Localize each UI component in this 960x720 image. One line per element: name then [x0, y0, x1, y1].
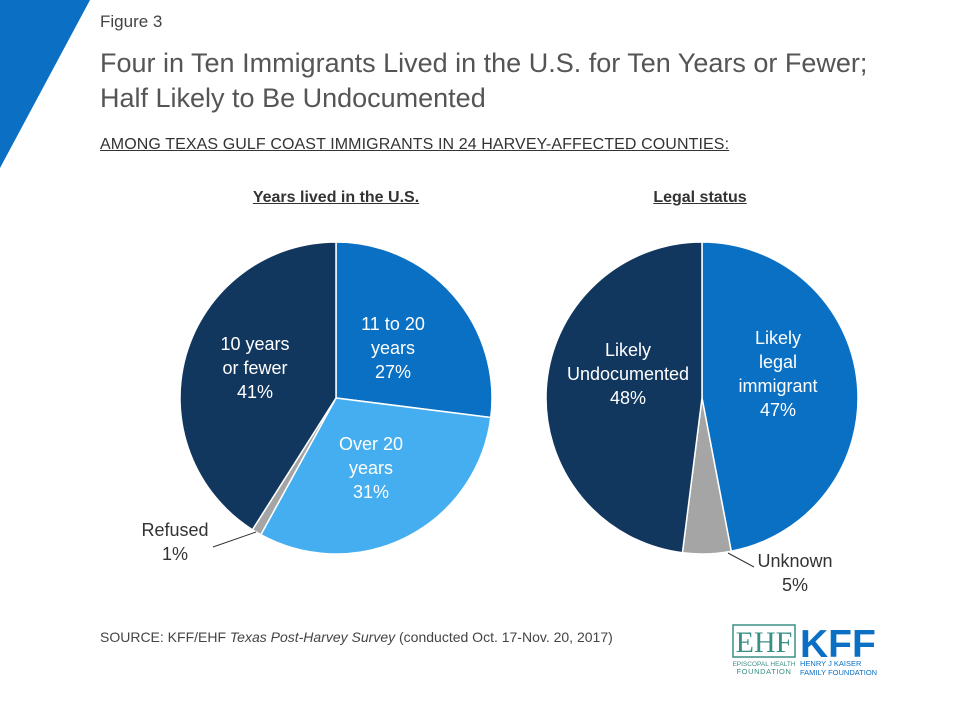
slice-11-to-20-years-label-line: 27%	[375, 362, 411, 382]
slice-over-20-years-label: Over 20 years 31%	[339, 434, 403, 502]
slice-likely-undocumented-label-line: Undocumented	[567, 364, 689, 384]
slice-11-to-20-years-label: 11 to 20 years 27%	[361, 314, 425, 382]
slice-over-20-years-label-line: years	[349, 458, 393, 478]
slice-11-to-20-years-label-line: years	[371, 338, 415, 358]
slice-10-years-or-fewer-label-line: 10 years	[220, 334, 289, 354]
source-note: SOURCE: KFF/EHF Texas Post-Harvey Survey…	[100, 629, 613, 645]
source-prefix: SOURCE: KFF/EHF	[100, 629, 230, 645]
slice-11-to-20-years	[335, 241, 493, 419]
slice-11-to-20-years-label-line: 11 to 20	[361, 314, 425, 334]
ehf-logo-line2: FOUNDATION	[736, 667, 791, 676]
kff-logo-letters: KFF	[800, 623, 876, 666]
source-survey-name: Texas Post-Harvey Survey	[229, 629, 396, 645]
slice-refused-label-line: 1%	[162, 544, 188, 564]
slice-likely-legal-immigrant-label-line: 47%	[760, 400, 796, 420]
slice-refused-label-line: Refused	[141, 520, 208, 540]
slice-unknown-label: Unknown 5%	[757, 551, 832, 595]
slice-likely-legal-immigrant-label-line: immigrant	[738, 376, 817, 396]
slice-likely-legal-immigrant-label-line: legal	[759, 352, 797, 372]
slice-over-20-years-label-line: 31%	[353, 482, 389, 502]
ehf-logo: EHF EPISCOPAL HEALTH FOUNDATION	[732, 624, 796, 676]
slice-unknown-label-line: Unknown	[757, 551, 832, 571]
slice-refused-leader-line	[212, 531, 257, 548]
ehf-logo-letters: EHF	[736, 626, 793, 659]
slice-over-20-years-label-line: Over 20	[339, 434, 403, 454]
slice-10-years-or-fewer-label-line: or fewer	[222, 358, 287, 378]
corner-accent-shape	[0, 0, 90, 168]
slice-likely-undocumented-label-line: Likely	[605, 340, 651, 360]
slice-likely-undocumented-label: Likely Undocumented 48%	[567, 340, 689, 408]
source-suffix: (conducted Oct. 17-Nov. 20, 2017)	[395, 629, 613, 645]
kff-logo-line2: FAMILY FOUNDATION	[800, 668, 877, 677]
slice-likely-legal-immigrant-label: Likely legal immigrant 47%	[738, 328, 817, 420]
slice-likely-legal-immigrant-label-line: Likely	[755, 328, 801, 348]
slice-10-years-or-fewer-label: 10 years or fewer 41%	[220, 334, 289, 402]
page-title: Four in Ten Immigrants Lived in the U.S.…	[100, 48, 868, 113]
slice-likely-undocumented-label-line: 48%	[610, 388, 646, 408]
kff-logo: KFF HENRY J KAISER FAMILY FOUNDATION	[800, 623, 877, 677]
ehf-logo-line1: EPISCOPAL HEALTH	[732, 661, 795, 668]
slice-10-years-or-fewer-label-line: 41%	[237, 382, 273, 402]
chart-title-legal-status: Legal status	[653, 189, 747, 206]
slice-unknown-leader-line	[727, 552, 755, 568]
slice-10-years-or-fewer	[179, 241, 337, 531]
slice-unknown-label-line: 5%	[782, 575, 808, 595]
slice-over-20-years	[259, 397, 492, 555]
chart-title-years: Years lived in the U.S.	[252, 189, 420, 206]
figure-label: Figure 3	[100, 12, 163, 31]
slice-likely-undocumented	[545, 241, 703, 554]
foundation-logos: EHF EPISCOPAL HEALTH FOUNDATION KFF HENR…	[732, 623, 877, 677]
kff-logo-line1: HENRY J KAISER	[800, 659, 862, 668]
slice-likely-legal-immigrant	[701, 241, 859, 553]
slice-refused-label: Refused 1%	[141, 520, 208, 564]
page-subtitle: AMONG TEXAS GULF COAST IMMIGRANTS IN 24 …	[100, 136, 730, 153]
